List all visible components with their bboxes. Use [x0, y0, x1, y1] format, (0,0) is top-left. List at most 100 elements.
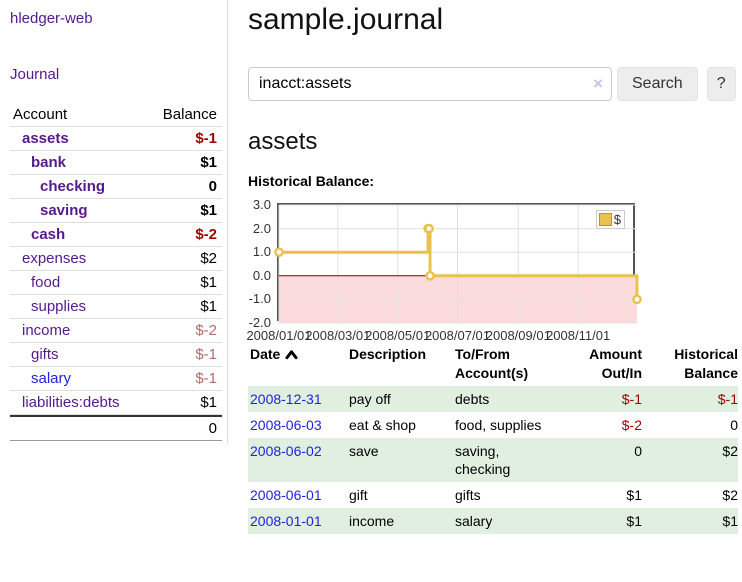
x-axis-label: 2008/11/01	[546, 328, 611, 343]
account-link[interactable]: cash	[31, 226, 66, 243]
account-balance: $-1	[195, 346, 217, 363]
x-axis-label: 2008/09/01	[485, 328, 551, 343]
account-link[interactable]: gifts	[31, 346, 59, 363]
x-axis-label: 2008/05/01	[365, 328, 431, 343]
amount-cell: $-1	[621, 391, 642, 407]
brand-link[interactable]: hledger-web	[10, 10, 93, 27]
account-balance: $-2	[195, 226, 217, 243]
account-link[interactable]: assets	[22, 130, 69, 147]
y-axis-label: 0.0	[252, 267, 271, 283]
date-link[interactable]: 2008-06-01	[250, 487, 322, 503]
accounts-table: Account Balance assets $-1 bank $1 check…	[10, 103, 222, 441]
account-balance: $1	[200, 154, 217, 171]
sort-by-date-link[interactable]: Date	[250, 345, 298, 364]
x-axis-label: 2008/07/01	[424, 328, 491, 343]
description-cell: income	[349, 513, 395, 529]
account-row: saving $1	[10, 199, 222, 223]
date-header-label: Date	[250, 346, 281, 362]
app-layout: hledger-web Journal Account Balance asse…	[10, 0, 738, 534]
amount-cell: $1	[626, 513, 642, 529]
balance-cell: $2	[722, 443, 738, 459]
balance-chart: $ 3.0 2.0 1.0 0.0 -1.0 -2.0 2008/01/01 2008/03/…	[246, 197, 722, 343]
account-balance: $-1	[195, 130, 217, 147]
account-link[interactable]: income	[22, 322, 71, 339]
account-row: checking 0	[10, 175, 222, 199]
help-button[interactable]: ?	[706, 67, 736, 101]
description-cell: eat & shop	[349, 417, 416, 433]
register-header-accounts: To/From Account(s)	[455, 346, 529, 381]
account-row: assets $-1	[10, 127, 222, 151]
register-header-date: Date	[248, 343, 347, 386]
account-row: cash $-2	[10, 223, 222, 247]
account-link[interactable]: checking	[40, 178, 106, 195]
balance-cell: $1	[722, 513, 738, 529]
accounts-cell: salary	[455, 513, 493, 529]
sidebar-item-journal[interactable]: Journal	[10, 66, 60, 83]
account-row: salary $-1	[10, 367, 222, 391]
account-row: income $-2	[10, 319, 222, 343]
account-link[interactable]: salary	[31, 370, 72, 387]
account-heading: assets	[248, 128, 318, 155]
register-header-row: Date Description To/From Account(s) Amou…	[248, 343, 738, 386]
account-balance: $-2	[195, 322, 217, 339]
y-axis-label: 2.0	[252, 220, 271, 236]
table-row: 2008-06-02 save saving, checking 0 $2	[248, 438, 738, 482]
clear-search-icon[interactable]: ×	[593, 74, 603, 93]
account-row: gifts $-1	[10, 343, 222, 367]
account-row: supplies $1	[10, 295, 222, 319]
date-link[interactable]: 2008-12-31	[250, 391, 322, 407]
register-table: Date Description To/From Account(s) Amou…	[248, 343, 738, 534]
account-link[interactable]: expenses	[22, 250, 87, 267]
main-content: sample.journal × Search ? assets Histori…	[228, 0, 738, 534]
date-link[interactable]: 2008-01-01	[250, 513, 322, 529]
chart-legend: $	[595, 210, 625, 229]
legend-label: $	[613, 212, 621, 227]
description-cell: pay off	[349, 391, 391, 407]
y-axis-label: -2.0	[248, 315, 271, 330]
register-header-amount: Amount Out/In	[589, 346, 642, 381]
x-axis-label: 2008/03/01	[305, 328, 371, 343]
date-link[interactable]: 2008-06-03	[250, 417, 322, 433]
balance-cell: $2	[722, 487, 738, 503]
amount-cell: 0	[634, 443, 642, 459]
y-axis-label: -1.0	[248, 291, 271, 307]
date-link[interactable]: 2008-06-02	[250, 443, 322, 459]
account-link[interactable]: liabilities:debts	[22, 394, 120, 411]
legend-swatch-icon	[598, 213, 612, 226]
chart-title: Historical Balance:	[248, 173, 375, 189]
account-balance: $1	[200, 202, 217, 219]
register-header-description: Description	[349, 346, 427, 362]
x-axis-label: 2008/01/01	[246, 328, 312, 343]
chevron-up-icon	[285, 350, 298, 360]
account-balance: $-1	[195, 370, 217, 387]
accounts-cell: gifts	[455, 487, 481, 503]
balance-cell: $-1	[717, 391, 738, 407]
account-link[interactable]: saving	[40, 202, 88, 219]
search-input[interactable]	[248, 67, 612, 101]
search-form: × Search ?	[248, 67, 736, 101]
accounts-total-value: 0	[208, 420, 217, 437]
account-row: expenses $2	[10, 247, 222, 271]
account-balance: $1	[200, 298, 217, 315]
account-link[interactable]: food	[31, 274, 61, 291]
table-row: 2008-06-03 eat & shop food, supplies $-2…	[248, 412, 738, 438]
amount-cell: $-2	[621, 417, 642, 433]
balance-cell: 0	[730, 417, 738, 433]
account-row: liabilities:debts $1	[10, 391, 222, 415]
accounts-cell: debts	[455, 391, 490, 407]
accounts-table-header: Account Balance	[10, 103, 222, 127]
account-link[interactable]: supplies	[31, 298, 87, 315]
accounts-total-row: 0	[10, 415, 222, 441]
register-header-balance: Historical Balance	[674, 346, 738, 381]
page-title: sample.journal	[248, 3, 444, 36]
account-link[interactable]: bank	[31, 154, 67, 171]
account-balance: 0	[208, 178, 217, 195]
account-balance: $1	[200, 394, 217, 411]
y-axis-label: 3.0	[252, 197, 271, 212]
account-row: food $1	[10, 271, 222, 295]
description-cell: save	[349, 443, 379, 459]
search-button[interactable]: Search	[617, 67, 698, 101]
chart-plot-area: $ 3.0 2.0 1.0 0.0 -1.0 -2.0 2008/01/01 2008/03/…	[246, 197, 642, 343]
account-balance: $2	[200, 250, 217, 267]
amount-cell: $1	[626, 487, 642, 503]
